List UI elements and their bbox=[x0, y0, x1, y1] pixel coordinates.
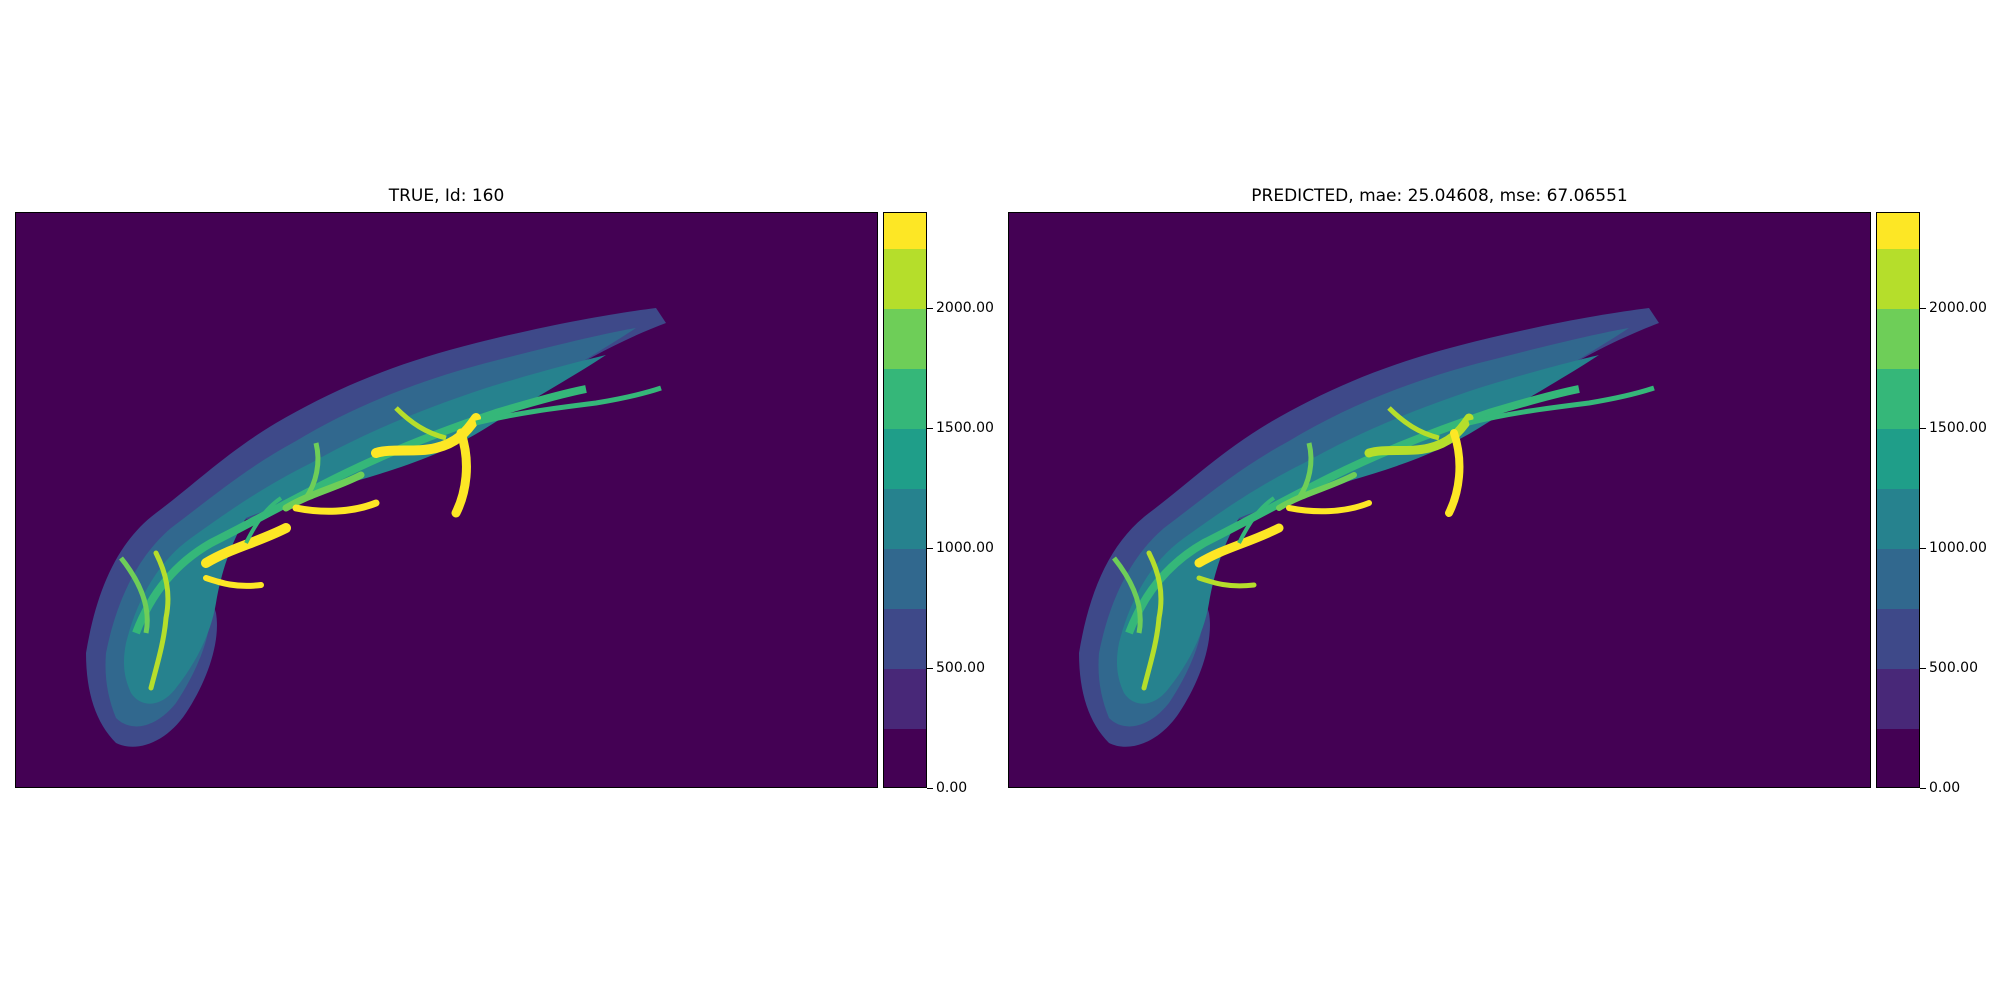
colorbar-tick-mark bbox=[927, 427, 933, 429]
colorbar-tick-mark bbox=[927, 667, 933, 669]
colorbar-band-8 bbox=[1877, 249, 1919, 309]
colorbar-tick-label: 2000.00 bbox=[1929, 300, 1987, 316]
right-heatmap bbox=[1008, 212, 1871, 788]
colorbar-tick-mark bbox=[927, 307, 933, 309]
colorbar-band-3 bbox=[884, 549, 926, 609]
colorbar-band-3 bbox=[1877, 549, 1919, 609]
colorbar-band-0 bbox=[884, 729, 926, 787]
colorbar-band-5 bbox=[884, 429, 926, 489]
colorbar-tick-mark bbox=[1920, 307, 1926, 309]
colorbar-tick-label: 500.00 bbox=[1929, 660, 1978, 676]
colorbar-tick-mark bbox=[1920, 547, 1926, 549]
colorbar-band-4 bbox=[884, 489, 926, 549]
colorbar-tick-label: 1500.00 bbox=[936, 420, 994, 436]
colorbar-band-4 bbox=[1877, 489, 1919, 549]
left-colorbar-bands bbox=[884, 213, 926, 787]
left-colorbar bbox=[883, 212, 927, 788]
colorbar-band-9 bbox=[1877, 213, 1919, 249]
colorbar-band-2 bbox=[884, 609, 926, 669]
colorbar-tick-mark bbox=[927, 787, 933, 789]
colorbar-band-1 bbox=[884, 669, 926, 729]
right-colorbar bbox=[1876, 212, 1920, 788]
colorbar-tick-label: 1500.00 bbox=[1929, 420, 1987, 436]
colorbar-tick-mark bbox=[1920, 787, 1926, 789]
colorbar-band-7 bbox=[884, 309, 926, 369]
colorbar-tick-label: 1000.00 bbox=[936, 540, 994, 556]
left-panel-title: TRUE, Id: 160 bbox=[388, 186, 505, 206]
alps-terrain-left bbox=[86, 308, 666, 747]
right-panel-title: PREDICTED, mae: 25.04608, mse: 67.06551 bbox=[1251, 186, 1628, 206]
colorbar-tick-mark bbox=[927, 547, 933, 549]
colorbar-band-5 bbox=[1877, 429, 1919, 489]
right-colorbar-bands bbox=[1877, 213, 1919, 787]
colorbar-tick-label: 2000.00 bbox=[936, 300, 994, 316]
left-heatmap bbox=[15, 212, 878, 788]
colorbar-tick-label: 1000.00 bbox=[1929, 540, 1987, 556]
colorbar-band-7 bbox=[1877, 309, 1919, 369]
colorbar-band-6 bbox=[1877, 369, 1919, 429]
colorbar-band-8 bbox=[884, 249, 926, 309]
alps-terrain-right bbox=[1079, 308, 1659, 747]
colorbar-tick-label: 500.00 bbox=[936, 660, 985, 676]
colorbar-tick-mark bbox=[1920, 667, 1926, 669]
colorbar-band-0 bbox=[1877, 729, 1919, 787]
colorbar-band-6 bbox=[884, 369, 926, 429]
colorbar-band-2 bbox=[1877, 609, 1919, 669]
colorbar-band-9 bbox=[884, 213, 926, 249]
colorbar-tick-label: 0.00 bbox=[1929, 780, 1961, 796]
colorbar-band-1 bbox=[1877, 669, 1919, 729]
colorbar-tick-label: 0.00 bbox=[936, 780, 968, 796]
colorbar-tick-mark bbox=[1920, 427, 1926, 429]
